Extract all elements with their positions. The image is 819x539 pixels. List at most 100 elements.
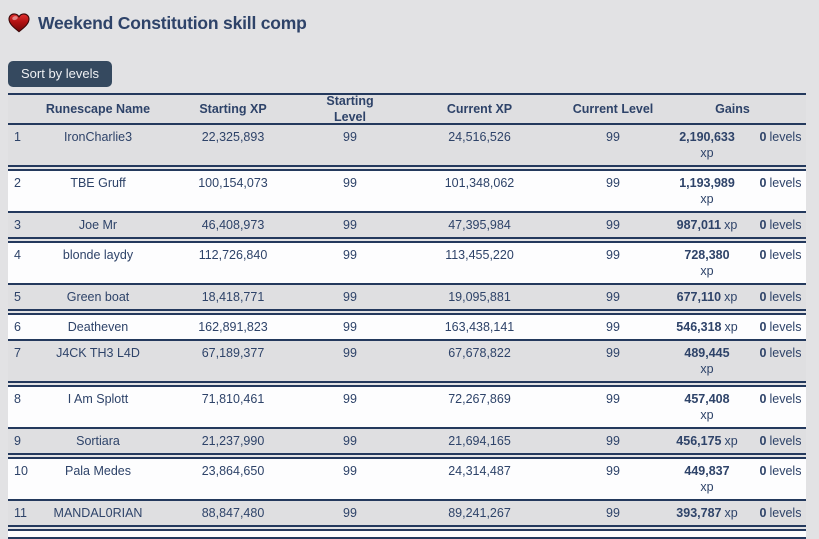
table-row: 1 IronCharlie3 22,325,893 99 24,516,526 … xyxy=(8,125,806,167)
gains-levels-unit: levels xyxy=(769,290,802,304)
gains-levels-value: 0 xyxy=(759,320,767,334)
table-row: 7 J4CK TH3 L4D 67,189,377 99 67,678,822 … xyxy=(8,341,806,383)
table-row: 2 TBE Gruff 100,154,073 99 101,348,062 9… xyxy=(8,169,806,213)
table-row: 9 Sortiara 21,237,990 99 21,694,165 99 4… xyxy=(8,429,806,455)
gains-levels-unit: levels xyxy=(769,506,802,520)
page-title: Weekend Constitution skill comp xyxy=(38,12,307,33)
gains-xp-cell: 1,193,989 xp xyxy=(659,171,755,211)
player-name-cell: IronCharlie3 xyxy=(63,130,133,144)
starting-level-cell: 99 xyxy=(343,248,357,262)
gains-xp-unit: xp xyxy=(724,434,738,448)
column-header-starting-level: Starting Level xyxy=(326,94,374,124)
gains-levels-unit: levels xyxy=(769,346,802,360)
current-level-cell: 99 xyxy=(606,248,620,262)
player-name-cell: TBE Gruff xyxy=(70,176,126,190)
starting-xp-cell: 67,189,377 xyxy=(201,346,265,360)
current-level-cell: 99 xyxy=(606,434,620,448)
starting-level-cell: 99 xyxy=(343,218,357,232)
gains-levels-unit: levels xyxy=(769,130,802,144)
gains-xp-value: 1,193,989 xyxy=(679,176,735,190)
current-xp-cell: 101,348,062 xyxy=(444,176,515,190)
current-xp-cell: 72,267,869 xyxy=(448,392,511,406)
gains-xp-unit: xp xyxy=(700,408,714,422)
table-row: 10 Pala Medes 23,864,650 99 24,314,487 9… xyxy=(8,457,806,501)
starting-xp-cell: 46,408,973 xyxy=(201,218,265,232)
current-xp-cell: 24,516,526 xyxy=(448,130,511,144)
player-name-cell: Pala Medes xyxy=(64,464,131,478)
rank-cell: 7 xyxy=(14,346,21,360)
current-xp-cell: 163,438,141 xyxy=(444,320,515,334)
player-name-cell: Joe Mr xyxy=(78,218,118,232)
gains-xp-cell: 393,787 xp xyxy=(659,501,755,525)
player-name-cell: blonde laydy xyxy=(62,248,134,262)
starting-level-cell: 99 xyxy=(343,464,357,478)
gains-levels-unit: levels xyxy=(769,464,802,478)
rank-cell: 10 xyxy=(14,464,28,478)
gains-levels-cell: 0 levels xyxy=(755,213,806,237)
column-header-starting-xp: Starting XP xyxy=(199,102,267,116)
gains-xp-value: 677,110 xyxy=(676,290,722,304)
table-row: 8 I Am Splott 71,810,461 99 72,267,869 9… xyxy=(8,385,806,429)
current-level-cell: 99 xyxy=(606,130,620,144)
starting-level-cell: 99 xyxy=(343,320,357,334)
player-name-cell: Deatheven xyxy=(67,320,129,334)
current-level-cell: 99 xyxy=(606,320,620,334)
player-name-cell: Green boat xyxy=(66,290,130,304)
gains-levels-value: 0 xyxy=(759,218,767,232)
starting-level-cell: 99 xyxy=(343,130,357,144)
gains-levels-unit: levels xyxy=(769,320,802,334)
gains-xp-cell: 546,318 xp xyxy=(659,315,755,339)
gains-xp-cell: 449,837 xp xyxy=(659,459,755,499)
starting-xp-cell: 162,891,823 xyxy=(198,320,268,334)
rank-cell: 4 xyxy=(14,248,21,262)
starting-level-cell: 99 xyxy=(343,290,357,304)
gains-levels-value: 0 xyxy=(759,346,767,360)
starting-level-cell: 99 xyxy=(343,434,357,448)
rank-cell: 1 xyxy=(14,130,21,144)
table-row: 4 blonde laydy 112,726,840 99 113,455,22… xyxy=(8,241,806,285)
starting-xp-cell: 22,325,893 xyxy=(201,130,265,144)
current-xp-cell: 19,095,881 xyxy=(448,290,511,304)
gains-xp-value: 489,445 xyxy=(684,346,730,360)
gains-levels-cell: 0 levels xyxy=(755,243,806,283)
gains-xp-unit: xp xyxy=(700,264,714,278)
gains-levels-cell: 0 levels xyxy=(755,501,806,525)
current-xp-cell: 24,314,487 xyxy=(448,464,511,478)
rank-cell: 8 xyxy=(14,392,21,406)
page-header: Weekend Constitution skill comp xyxy=(8,10,806,36)
rank-cell: 5 xyxy=(14,290,21,304)
gains-xp-cell: 677,110 xp xyxy=(659,285,755,309)
gains-xp-value: 393,787 xyxy=(676,506,722,520)
gains-xp-value: 546,318 xyxy=(676,320,722,334)
gains-xp-unit: xp xyxy=(724,290,738,304)
rank-cell: 3 xyxy=(14,218,21,232)
gains-levels-cell: 0 levels xyxy=(755,315,806,339)
gains-levels-unit: levels xyxy=(769,392,802,406)
gains-levels-value: 0 xyxy=(759,506,767,520)
player-name-cell: Sortiara xyxy=(76,434,120,448)
table-row: 5 Green boat 18,418,771 99 19,095,881 99… xyxy=(8,285,806,311)
current-level-cell: 99 xyxy=(606,464,620,478)
gains-xp-value: 2,190,633 xyxy=(679,130,735,144)
gains-xp-value: 987,011 xyxy=(676,218,722,232)
sort-by-levels-button[interactable]: Sort by levels xyxy=(8,61,113,87)
rank-cell: 11 xyxy=(14,506,27,520)
player-name-cell: I Am Splott xyxy=(67,392,129,406)
current-level-cell: 99 xyxy=(606,290,620,304)
starting-xp-cell: 71,810,461 xyxy=(201,392,265,406)
table-body: 1 IronCharlie3 22,325,893 99 24,516,526 … xyxy=(8,125,806,527)
gains-levels-unit: levels xyxy=(769,248,802,262)
table-header-row: Runescape Name Starting XP Starting Leve… xyxy=(8,93,806,125)
current-xp-cell: 47,395,984 xyxy=(448,218,511,232)
gains-levels-cell: 0 levels xyxy=(755,171,806,211)
column-header-current-level: Current Level xyxy=(572,102,654,116)
gains-levels-cell: 0 levels xyxy=(755,341,806,381)
gains-xp-unit: xp xyxy=(724,320,738,334)
current-xp-cell: 67,678,822 xyxy=(448,346,511,360)
gains-levels-cell: 0 levels xyxy=(755,125,806,165)
gains-xp-cell: 728,380 xp xyxy=(659,243,755,283)
rank-cell: 9 xyxy=(14,434,21,448)
gains-xp-value: 456,175 xyxy=(676,434,722,448)
column-header-runescape-name: Runescape Name xyxy=(45,102,151,116)
